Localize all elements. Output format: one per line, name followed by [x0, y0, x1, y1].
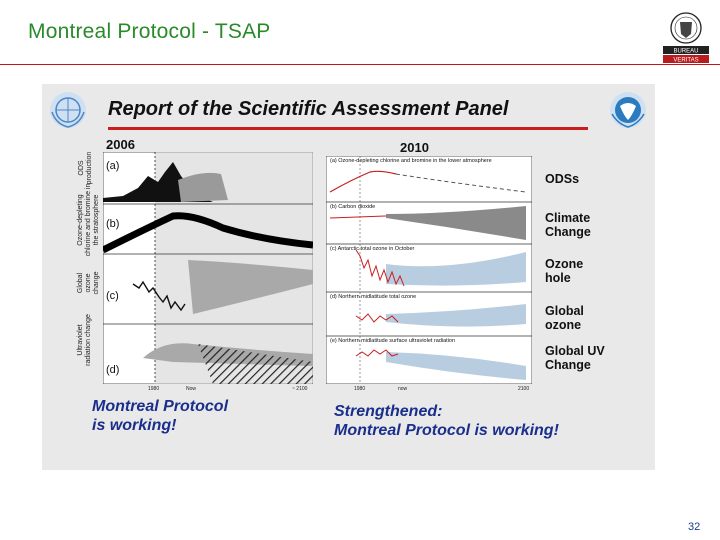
right-e-projection: [386, 352, 526, 380]
left-caption: Montreal Protocol is working!: [92, 398, 229, 434]
left-panel-label-c: (c): [106, 290, 119, 302]
right-xtick-now: now: [398, 386, 408, 392]
left-c-observations: [132, 280, 186, 312]
page-number: 32: [688, 521, 701, 533]
left-d-hatched-range: [198, 344, 313, 384]
right-panel-title-c: (c) Antarctic total ozone in October: [330, 246, 415, 252]
right-xtick-2100: 2100: [518, 386, 530, 392]
un-emblem-icon: [50, 92, 86, 128]
right-c-observed: [355, 249, 405, 287]
title-divider: [0, 64, 720, 65]
right-e-observed: [355, 349, 399, 357]
left-panel-label-a: (a): [106, 160, 120, 172]
left-year: 2006: [106, 137, 135, 152]
legend-odss: ODSs: [545, 172, 580, 186]
bureau-veritas-logo: BUREAU VERITAS: [663, 12, 709, 64]
right-panel-title-d: (d) Northern midlatitude total ozone: [330, 294, 417, 300]
left-chart: [103, 152, 313, 384]
right-c-projection: [386, 252, 526, 286]
legend-global-uv-change: Global UV Change: [545, 344, 605, 372]
left-xtick-2100: ~ 2100: [292, 386, 308, 392]
unep-emblem-icon: [610, 92, 646, 128]
right-panel-title-e: (e) Northern midlatitude surface ultravi…: [330, 338, 456, 344]
logo-text-bottom: VERITAS: [673, 58, 698, 64]
left-ylabel-uv-change: Ultraviolet radiation change: [77, 314, 92, 366]
report-title-underline: [108, 127, 588, 130]
right-panel-title-b: (b) Carbon dioxide: [330, 204, 376, 210]
legend-climate-change: Climate Change: [545, 211, 591, 239]
right-d-observed: [355, 313, 399, 323]
left-c-projection: [188, 260, 313, 314]
left-b-curve: [103, 212, 313, 254]
left-xtick-1980: 1980: [148, 386, 160, 392]
right-d-projection: [386, 304, 526, 327]
right-xtick-1980: 1980: [354, 386, 366, 392]
legend-global-ozone: Global ozone: [545, 304, 584, 332]
legend-ozone-hole: Ozone hole: [545, 257, 584, 285]
left-panel-label-d: (d): [106, 364, 120, 376]
left-a-projection: [178, 172, 228, 202]
right-chart: [326, 156, 532, 384]
right-caption: Strengthened: Montreal Protocol is worki…: [334, 403, 559, 439]
left-ylabel-chlorine-bromine: Ozone-depleting chlorine and bromine in …: [77, 183, 100, 257]
right-year: 2010: [400, 140, 429, 155]
report-title: Report of the Scientific Assessment Pane…: [108, 98, 509, 120]
left-panel-label-b: (b): [106, 218, 120, 230]
right-a-observed: [329, 170, 397, 193]
logo-text-top: BUREAU: [673, 49, 698, 55]
slide-title: Montreal Protocol - TSAP: [28, 20, 271, 43]
left-xtick-now: Now: [186, 386, 197, 392]
right-panel-title-a: (a) Ozone-depleting chlorine and bromine…: [330, 158, 492, 164]
right-a-projection: [395, 173, 527, 193]
right-b-projection: [386, 206, 526, 240]
left-ylabel-global-ozone: Global ozone change: [77, 271, 100, 295]
right-b-observed: [329, 215, 387, 219]
